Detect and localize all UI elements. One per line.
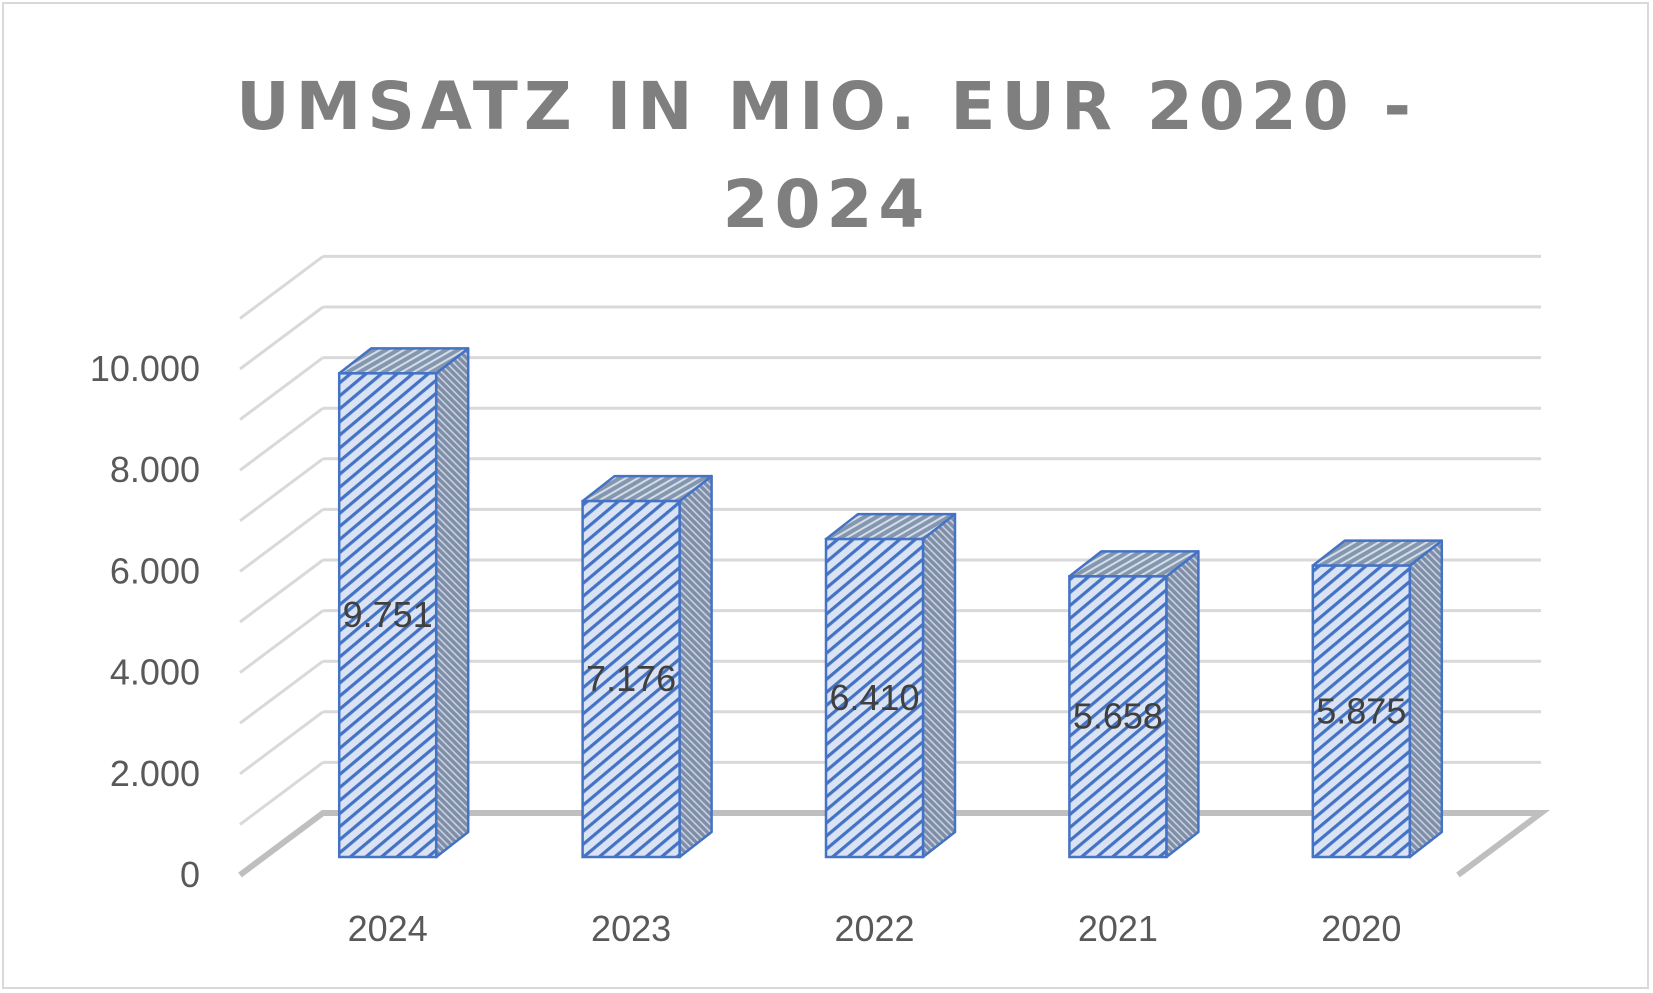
data-label: 6.410 (829, 677, 919, 718)
gridline-side (239, 305, 324, 371)
gridline-side (239, 508, 324, 573)
bar-side-face (434, 347, 470, 859)
gridline-side (239, 659, 324, 725)
chart-title: UMSATZ IN MIO. EUR 2020 - 2024 (0, 58, 1653, 254)
gridline-side (239, 406, 324, 472)
data-label: 7.176 (586, 658, 676, 699)
bar-2023: 7.176 (581, 474, 713, 859)
bar-side-face (1165, 550, 1200, 859)
y-tick-label: 6.000 (110, 550, 200, 591)
gridline-side (239, 457, 324, 523)
y-tick-label: 4.000 (110, 652, 200, 693)
bar-front-face (581, 499, 681, 859)
x-tick-label: 2020 (1321, 908, 1401, 949)
x-tick-label: 2023 (591, 908, 671, 949)
gridline-side (239, 761, 324, 826)
data-label: 5.658 (1073, 696, 1163, 737)
bar-2024: 9.751 (337, 347, 470, 859)
x-axis: 2024 2023 2022 2021 2020 (348, 908, 1402, 949)
bar-2022: 6.410 (824, 512, 957, 859)
x-tick-label: 2022 (834, 908, 914, 949)
data-label: 9.751 (343, 594, 433, 635)
data-label: 5.875 (1316, 690, 1406, 731)
y-tick-label: 10.000 (90, 348, 200, 389)
bar-2021: 5.658 (1068, 550, 1200, 859)
chart-title-line-2: 2024 (722, 166, 931, 243)
bars: 9.751 7.176 6.410 5.658 5.875 (337, 347, 1444, 859)
bar-side-face (678, 474, 713, 859)
bar-side-face (921, 512, 957, 859)
chart-title-line-1: UMSATZ IN MIO. EUR 2020 - (236, 68, 1417, 145)
x-tick-label: 2021 (1078, 908, 1158, 949)
gridline-side (239, 356, 324, 421)
bar-front-face (337, 372, 438, 859)
bar-front-face (1311, 564, 1412, 859)
y-tick-label: 8.000 (110, 449, 200, 490)
bar-2020: 5.875 (1311, 539, 1444, 859)
gridline-side (239, 609, 324, 674)
gridline-side (239, 558, 324, 624)
gridline-side (239, 710, 324, 776)
y-axis: 0 2.000 4.000 6.000 8.000 10.000 (90, 348, 200, 895)
y-tick-label: 0 (180, 854, 200, 895)
x-tick-label: 2024 (348, 908, 428, 949)
bar-front-face (1068, 575, 1168, 859)
bar-side-face (1408, 539, 1444, 859)
gridline-side (239, 255, 324, 320)
y-tick-label: 2.000 (110, 753, 200, 794)
bar-front-face (824, 537, 925, 859)
